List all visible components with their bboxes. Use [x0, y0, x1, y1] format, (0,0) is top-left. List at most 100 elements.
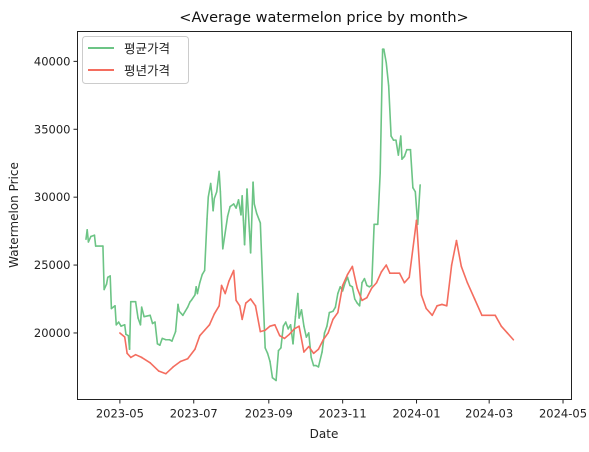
series-2-segment — [375, 271, 383, 284]
series-2-segment — [288, 328, 296, 336]
chart-title: <Average watermelon price by month> — [179, 10, 468, 26]
series-2-segment — [228, 269, 235, 283]
series-1-segment — [264, 347, 269, 355]
series-1-segment — [103, 283, 108, 291]
series-2-segment — [224, 280, 230, 295]
legend: 평균가격 평년가격 — [82, 36, 189, 84]
series-2-segment — [208, 313, 216, 326]
series-1-segment — [93, 234, 97, 247]
series-1-segment — [376, 171, 382, 226]
series-2-segment — [385, 264, 391, 275]
series-2-segment — [220, 284, 227, 295]
x-tick-label: 2023-11 — [319, 407, 367, 421]
x-tick-label: 2024-01 — [392, 407, 440, 421]
series-2-segment — [129, 353, 137, 359]
series-2-segment — [450, 239, 458, 266]
series-1-segment — [224, 215, 229, 234]
series-1-segment — [206, 196, 210, 220]
series-1-segment — [266, 352, 271, 363]
series-1-segment — [143, 314, 151, 318]
series-1-segment — [159, 337, 164, 346]
series-1-segment — [409, 148, 414, 189]
series-2-group — [119, 219, 515, 375]
series-2-segment — [341, 273, 349, 287]
series-1-segment — [246, 188, 251, 232]
series-2-segment — [415, 219, 423, 296]
series-2-segment — [126, 352, 132, 359]
series-1-segment — [387, 85, 392, 137]
series-2-segment — [312, 348, 320, 355]
series-2-segment — [361, 296, 368, 302]
x-tick-label: 2024-03 — [465, 407, 513, 421]
series-2-segment — [119, 332, 126, 338]
series-1-segment — [321, 332, 326, 353]
series-1-segment — [226, 205, 231, 217]
series-1-segment — [154, 321, 159, 345]
series-1-segment — [261, 285, 266, 349]
series-1-segment — [123, 324, 127, 336]
series-1-segment — [416, 184, 421, 226]
series-2-segment — [346, 265, 354, 276]
series-1-segment — [323, 325, 328, 334]
series-2-segment — [249, 298, 257, 307]
series-2-segment — [218, 284, 223, 307]
series-1-segment — [219, 190, 224, 250]
series-2-segment — [194, 334, 201, 351]
series-1-segment — [174, 303, 179, 333]
series-1-segment — [341, 281, 346, 292]
series-1-segment — [379, 48, 384, 174]
series-2-segment — [370, 281, 378, 289]
series-1-segment — [105, 276, 109, 285]
series-2-segment — [500, 325, 509, 334]
series-1-segment — [334, 292, 339, 308]
series-1-segment — [186, 300, 191, 308]
series-2-segment — [245, 298, 252, 304]
series-2-segment — [203, 324, 211, 332]
series-1-segment — [253, 203, 258, 215]
series-2-segment — [123, 336, 128, 355]
series-2-segment — [356, 287, 363, 302]
series-1-segment — [178, 310, 184, 317]
series-1-segment — [297, 292, 300, 319]
series-2-segment — [298, 325, 305, 353]
series-1-segment — [358, 281, 363, 307]
series-2-segment — [241, 302, 247, 321]
series-1-segment — [346, 276, 351, 287]
series-1-segment — [284, 321, 289, 330]
x-tick-label: 2023-05 — [96, 407, 144, 421]
series-1-segment — [351, 285, 356, 300]
series-2-segment — [431, 304, 438, 317]
series-2-segment — [494, 314, 503, 327]
series-2-segment — [351, 265, 358, 289]
series-1-segment — [198, 273, 204, 284]
series-2-segment — [198, 329, 206, 337]
x-tick-label: 2024-05 — [539, 407, 587, 421]
series-1-segment — [385, 61, 390, 87]
series-2-segment — [317, 338, 325, 351]
series-1-segment — [326, 311, 331, 327]
series-1-segment — [255, 212, 262, 224]
series-2-segment — [149, 362, 160, 372]
series-2-segment — [455, 239, 463, 268]
series-2-segment — [307, 345, 315, 355]
series-1-segment — [212, 197, 216, 212]
y-tick-label: 30000 — [34, 190, 71, 204]
series-1-segment — [243, 188, 248, 246]
series-1-segment — [149, 314, 154, 325]
y-tick-label: 25000 — [34, 258, 71, 272]
x-tick-label: 2023-07 — [170, 407, 218, 421]
series-2-segment — [322, 332, 329, 341]
series-2-segment — [441, 303, 448, 307]
series-1-segment — [370, 223, 375, 287]
series-2-segment — [179, 357, 189, 363]
series-1-segment — [171, 330, 177, 342]
series-1-segment — [300, 309, 305, 327]
series-1-segment — [317, 351, 323, 368]
series-2-segment — [134, 353, 143, 359]
series-1-segment — [269, 360, 274, 379]
series-2-segment — [303, 345, 310, 353]
series-1-segment — [241, 195, 245, 222]
y-tick-label: 40000 — [34, 54, 71, 68]
series-1-segment — [190, 294, 196, 302]
series-2-segment — [172, 360, 182, 368]
